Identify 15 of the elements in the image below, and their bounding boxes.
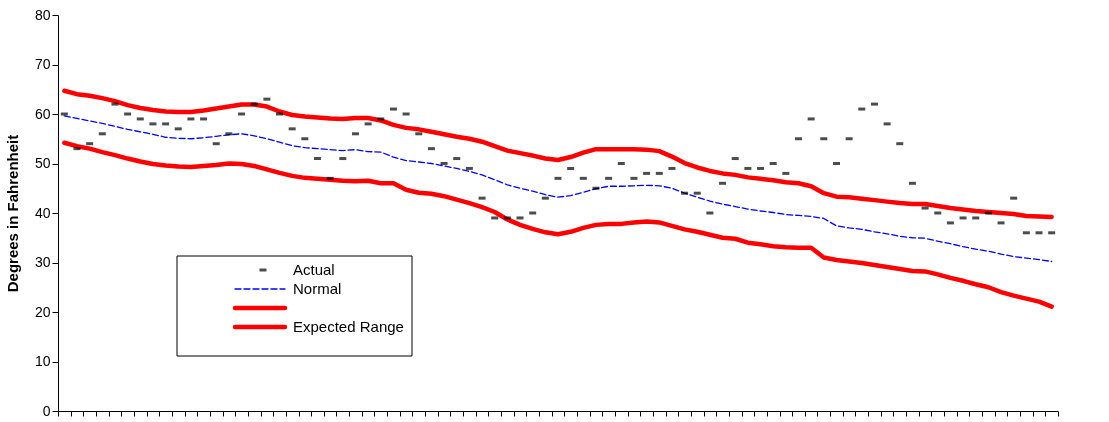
- y-tick-label: 30: [34, 254, 51, 270]
- line-series: [62, 88, 1054, 220]
- legend-label: Expected Range: [293, 318, 404, 335]
- y-tick-label: 10: [34, 353, 51, 369]
- y-tick-label: 50: [34, 155, 51, 171]
- y-tick-label: 80: [34, 6, 51, 23]
- line-series: [62, 140, 1054, 309]
- y-tick-label: 20: [34, 303, 51, 320]
- y-tick-label: 40: [34, 204, 51, 221]
- legend-label: Actual: [293, 261, 335, 278]
- y-tick-label: 0: [42, 402, 51, 419]
- y-axis-title: Degrees in Fahrenheit: [3, 134, 21, 293]
- y-tick-label: 60: [34, 105, 51, 122]
- y-tick-label: 70: [34, 56, 51, 72]
- legend-label: Normal: [293, 280, 342, 297]
